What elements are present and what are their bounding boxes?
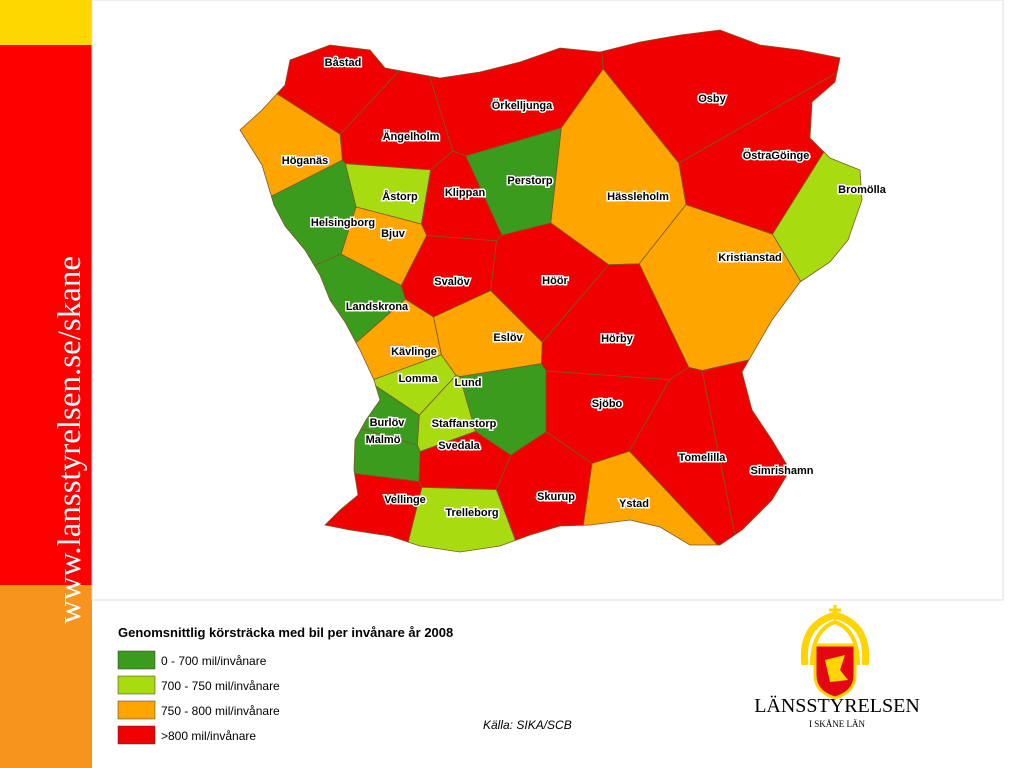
legend-swatch: [117, 650, 156, 670]
municipality-label: Lund: [455, 377, 482, 389]
municipality-label: Sjöbo: [592, 398, 623, 410]
municipality-label: Bromölla: [838, 184, 887, 196]
municipality-label: Höganäs: [282, 155, 328, 167]
municipality-region: [313, 253, 406, 344]
logo: LÄNSSTYRELSEN I SKÅNE LÄN: [754, 605, 920, 729]
municipality-label: Eslöv: [493, 332, 523, 344]
municipality-label: Ystad: [619, 498, 649, 510]
logo-subtitle: I SKÅNE LÄN: [809, 719, 865, 729]
municipality-label: Klippan: [445, 187, 486, 199]
legend-title: Genomsnittlig körsträcka med bil per inv…: [118, 625, 453, 640]
municipality-label: Burlöv: [370, 417, 406, 429]
municipality-label: Kävlinge: [391, 346, 437, 358]
municipality-region: [407, 486, 516, 553]
logo-name: LÄNSSTYRELSEN: [754, 694, 920, 717]
municipality-region: [628, 366, 736, 546]
municipality-label: Landskrona: [346, 301, 409, 313]
municipality-label: Ängelholm: [383, 130, 440, 143]
municipality-label: Hässleholm: [607, 191, 669, 203]
legend-swatch: [117, 700, 156, 720]
legend-swatch: [117, 725, 156, 745]
legend-label: 700 - 750 mil/invånare: [161, 679, 280, 693]
municipality-region: [701, 359, 791, 536]
municipality-label: Skurup: [537, 491, 575, 503]
legend-label: >800 mil/invånare: [161, 729, 256, 743]
source: Källa: SIKA/SCB: [483, 718, 572, 732]
legend: 0 - 700 mil/invånare 700 - 750 mil/invåna…: [117, 650, 280, 745]
municipality-label: Svalöv: [434, 276, 470, 288]
municipality-label: Perstorp: [507, 175, 553, 187]
municipality-label: Hörby: [601, 333, 634, 345]
municipality-label: Helsingborg: [311, 217, 375, 229]
legend-swatch: [117, 675, 156, 695]
municipality-label: Tomelilla: [679, 452, 727, 464]
legend-label: 0 - 700 mil/invånare: [161, 654, 267, 668]
municipality-region: [324, 472, 423, 543]
municipality-label: Örkelljunga: [492, 99, 553, 112]
legend-label: 750 - 800 mil/invånare: [161, 704, 280, 718]
map: Båstad Örkelljunga Osby Ängelholm Höganäs Öst…: [239, 29, 888, 553]
municipality-label: Båstad: [325, 57, 362, 69]
municipality-region: [239, 93, 343, 197]
municipality-label: Staffanstorp: [432, 418, 497, 430]
municipality-label: Simrishamn: [751, 465, 814, 477]
municipality-label: ÖstraGöinge: [743, 149, 810, 162]
sidebar-top: [0, 0, 92, 45]
municipality-label: Bjuv: [381, 228, 406, 240]
municipality-label: Höör: [542, 275, 568, 287]
municipality-label: Kristianstad: [718, 252, 782, 264]
municipality-label: Svedala: [438, 440, 480, 452]
sidebar-url: www.lansstyrelsen.se/skane: [52, 256, 88, 624]
municipality-label: Trelleborg: [445, 507, 498, 519]
municipality-label: Lomma: [398, 373, 438, 385]
municipality-label: Osby: [698, 93, 726, 105]
sidebar-bottom: [0, 585, 92, 768]
municipality-label: Åstorp: [382, 190, 418, 203]
municipality-region: [582, 450, 719, 546]
municipality-label: Vellinge: [384, 494, 426, 506]
municipality-label: Malmö: [366, 434, 401, 446]
